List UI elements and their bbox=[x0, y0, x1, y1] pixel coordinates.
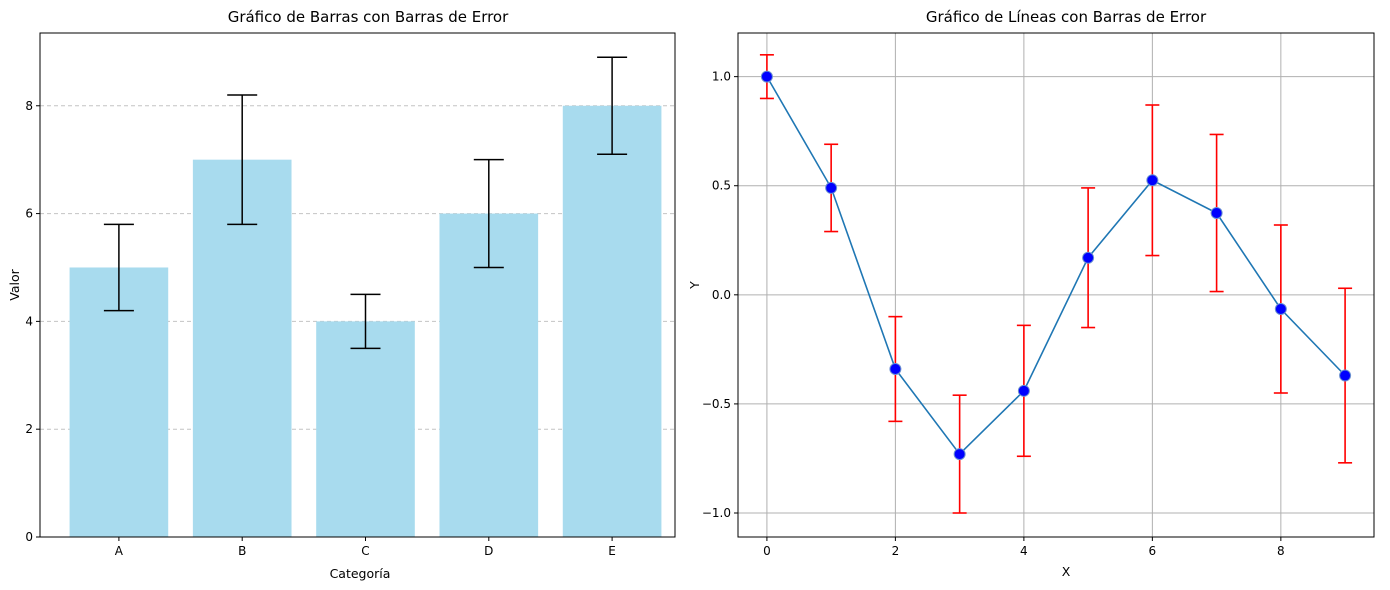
bar-chart-xtick-label: A bbox=[115, 544, 124, 558]
line-chart-ytick-label: −0.5 bbox=[702, 397, 731, 411]
line-chart: Gráfico de Líneas con Barras de Error 0 2… bbox=[687, 8, 1375, 579]
bar-chart-xtick-label: D bbox=[484, 544, 493, 558]
bar-chart-errorbars bbox=[103, 56, 628, 350]
line-point bbox=[825, 181, 838, 194]
bar-C bbox=[316, 321, 415, 537]
bar-chart-xlabel: Categoría bbox=[330, 566, 391, 581]
bar-chart-title: Gráfico de Barras con Barras de Error bbox=[228, 8, 509, 26]
bar-chart-ytick-label: 8 bbox=[25, 99, 33, 113]
line-chart-ticks: 0 2 4 6 8 −1.0 −0.5 0.0 0.5 1.0 bbox=[702, 70, 1285, 558]
bar-chart-frame bbox=[39, 32, 676, 538]
line-chart-title: Gráfico de Líneas con Barras de Error bbox=[926, 8, 1207, 26]
bar-chart-ytick-label: 0 bbox=[25, 530, 33, 544]
line-chart-grid bbox=[738, 33, 1374, 537]
bar-chart-ytick-label: 4 bbox=[25, 314, 33, 328]
line-chart-ytick-label: 0.5 bbox=[712, 179, 731, 193]
line-point bbox=[1082, 251, 1095, 264]
bar-chart-ticks: 0 2 4 6 8 A B C D E bbox=[25, 99, 616, 558]
line-chart-xtick-label: 2 bbox=[892, 544, 900, 558]
line-chart-ytick-label: −1.0 bbox=[702, 506, 731, 520]
line-point bbox=[1146, 174, 1159, 187]
line-chart-xtick-label: 6 bbox=[1149, 544, 1157, 558]
line-chart-ytick-label: 1.0 bbox=[712, 70, 731, 84]
line-point bbox=[953, 448, 966, 461]
line-point bbox=[1274, 303, 1287, 315]
line-chart-series bbox=[766, 76, 1346, 456]
line-chart-ylabel: Y bbox=[687, 281, 702, 290]
line-point bbox=[1339, 369, 1352, 382]
line-chart-xtick-label: 4 bbox=[1020, 544, 1028, 558]
bar-chart-ytick-label: 2 bbox=[25, 422, 33, 436]
line-chart-xtick-label: 8 bbox=[1277, 544, 1285, 558]
line-series bbox=[766, 76, 1346, 456]
bar-chart-ytick-label: 6 bbox=[25, 207, 33, 221]
bar-chart-xtick-label: C bbox=[361, 544, 369, 558]
line-chart-frame bbox=[737, 32, 1375, 538]
bar-chart: Gráfico de Barras con Barras de Error 0 2… bbox=[7, 8, 676, 581]
bar-E bbox=[562, 105, 662, 537]
line-point bbox=[1017, 384, 1030, 397]
bar-chart-xtick-label: B bbox=[238, 544, 246, 558]
bar-chart-xtick-label: E bbox=[608, 544, 616, 558]
line-point bbox=[1210, 207, 1223, 219]
bar-chart-ylabel: Valor bbox=[7, 268, 22, 300]
line-chart-ytick-label: 0.0 bbox=[712, 288, 731, 302]
line-point bbox=[889, 363, 902, 375]
line-chart-markers bbox=[760, 70, 1352, 461]
bar-A bbox=[69, 267, 169, 537]
line-chart-xlabel: X bbox=[1062, 564, 1071, 579]
line-point bbox=[760, 70, 773, 83]
line-chart-xtick-label: 0 bbox=[763, 544, 771, 558]
